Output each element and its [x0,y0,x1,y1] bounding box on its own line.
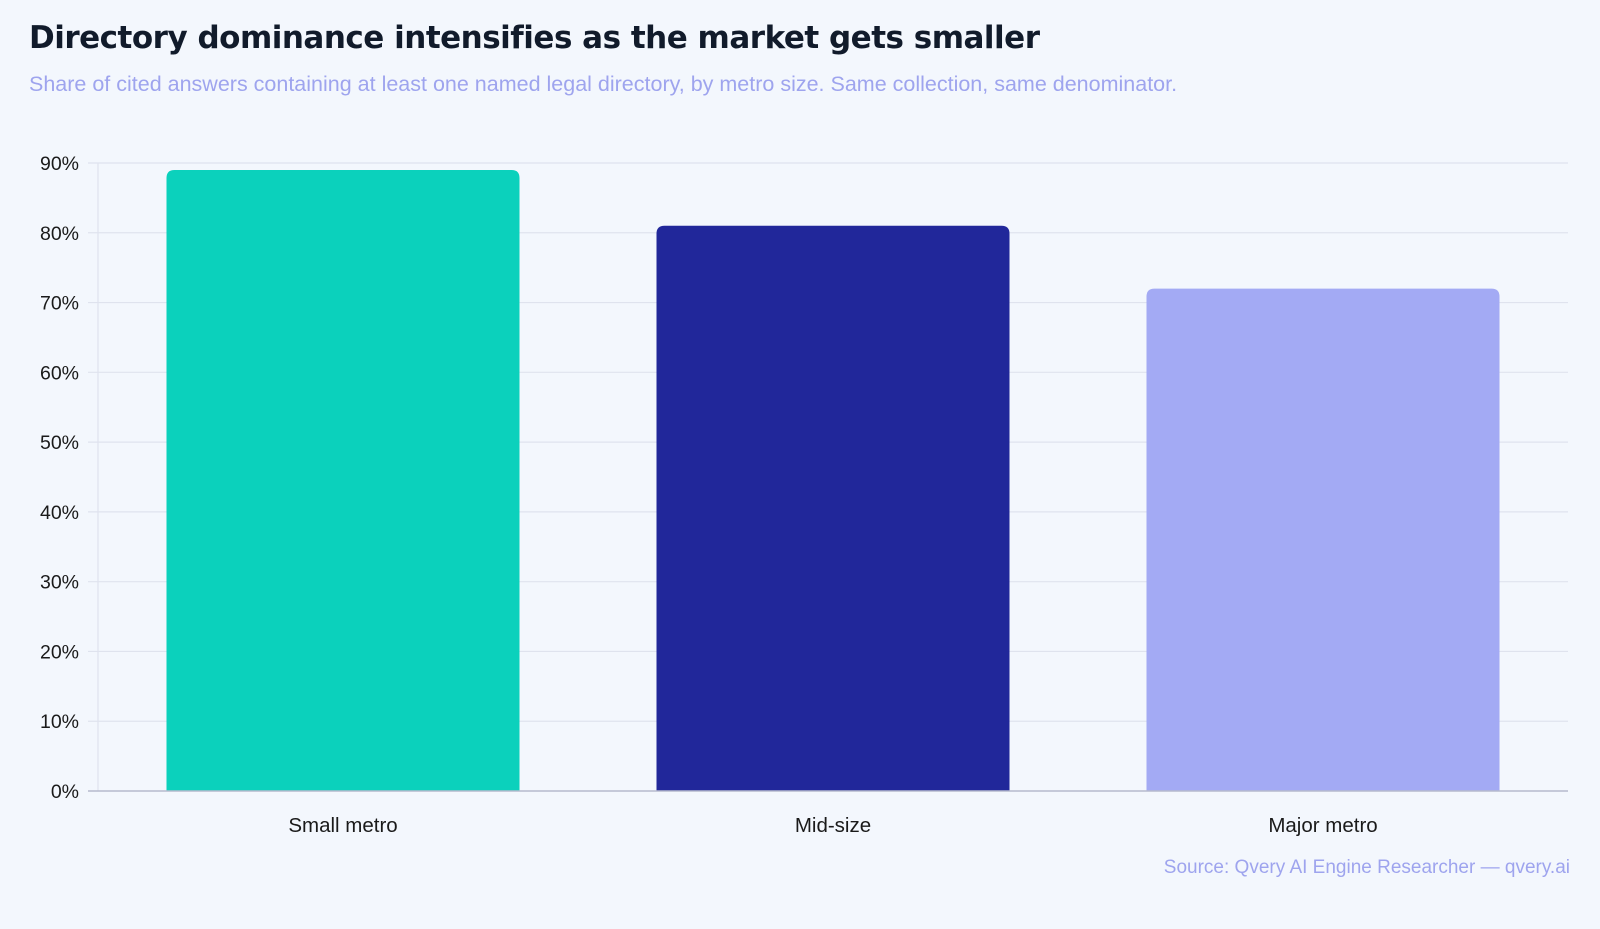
y-tick-label: 30% [40,572,79,594]
y-tick-label: 0% [51,781,79,803]
y-tick-label: 20% [40,641,79,663]
y-axis-ticks: 0% 10% 20% 30% 40% 50% 60% 70% 80% 90% [40,153,79,803]
bar [166,169,520,791]
x-axis [88,163,1568,792]
source-note: Source: Qvery AI Engine Researcher — qve… [1163,857,1570,878]
y-tick-label: 10% [40,711,79,733]
y-tick-label: 50% [40,432,79,454]
bars [166,169,1500,792]
y-tick-label: 90% [40,153,79,175]
chart-title: Directory dominance intensifies as the m… [29,20,1040,56]
bar [656,225,1010,792]
x-tick-label: Mid-size [795,814,871,837]
y-tick-label: 70% [40,293,79,315]
y-tick-label: 80% [40,223,79,245]
y-tick-label: 40% [40,502,79,524]
y-tick-label: 60% [40,362,79,384]
x-tick-label: Small metro [288,814,397,837]
x-axis-labels: Small metro Mid-size Major metro [288,814,1377,837]
chart-subtitle: Share of cited answers containing at lea… [29,72,1178,96]
x-tick-label: Major metro [1268,814,1377,837]
bar [1146,288,1500,791]
